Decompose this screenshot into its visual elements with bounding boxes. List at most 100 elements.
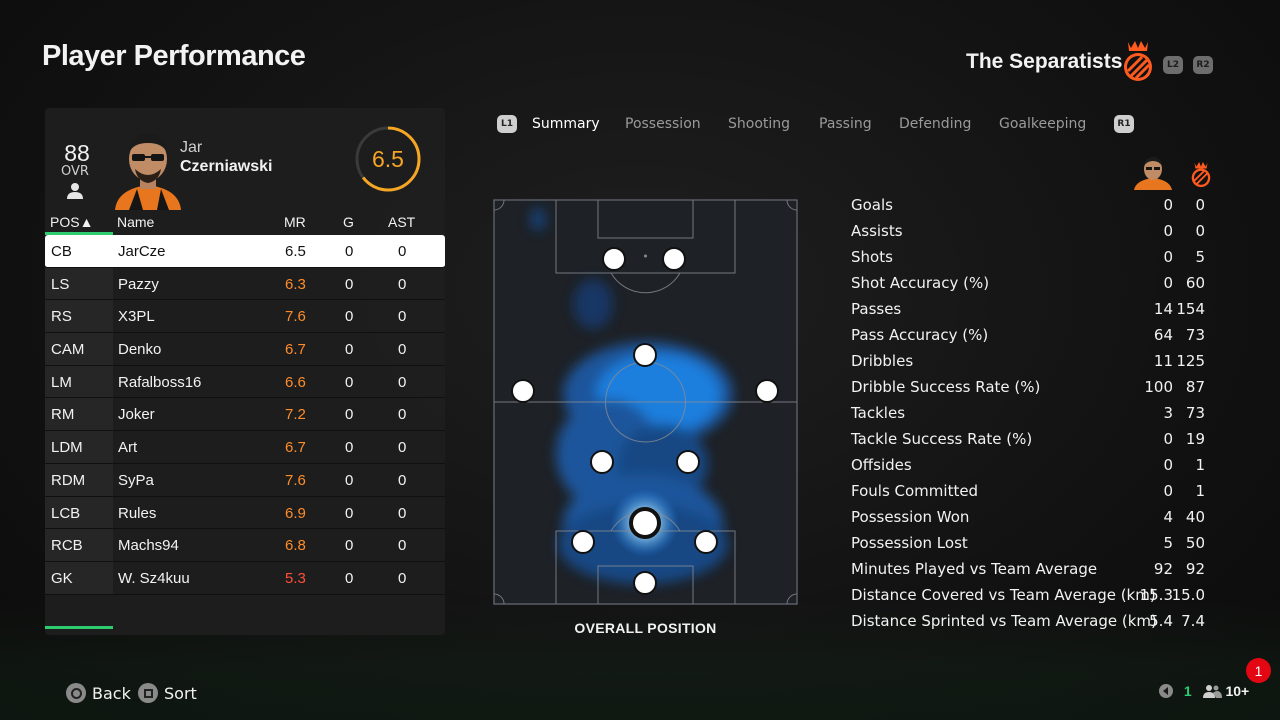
row-match-rating: 6.7 <box>285 341 306 359</box>
player-list-panel: 88 OVR Jar Czerniawski 6.5 POS▲ Name <box>45 108 445 635</box>
stat-team-value: 40 <box>1185 508 1205 526</box>
row-position: RCB <box>51 537 83 555</box>
header-g[interactable]: G <box>343 214 354 230</box>
table-header: POS▲ Name MR G AST <box>45 212 445 234</box>
player-header: 88 OVR Jar Czerniawski 6.5 <box>45 108 445 210</box>
position-cell-bg <box>45 561 113 594</box>
stat-row: Fouls Committed 0 1 <box>851 480 1211 506</box>
table-row[interactable]: CB JarCze 6.5 0 0 <box>45 235 445 268</box>
row-name: Rules <box>118 504 157 522</box>
stat-label: Passes <box>851 300 902 318</box>
row-match-rating: 6.8 <box>285 537 306 555</box>
friends-icon <box>1202 685 1222 698</box>
row-name: X3PL <box>118 308 155 326</box>
stats-list: Goals 0 0 Assists 0 0 Shots 0 5 Shot Accuracy (%)… <box>851 194 1211 636</box>
row-goals: 0 <box>345 439 354 457</box>
tab-defending[interactable]: Defending <box>899 116 972 132</box>
stat-label: Shots <box>851 248 893 266</box>
tab-possession[interactable]: Possession <box>625 116 701 132</box>
row-assists: 0 <box>398 471 407 489</box>
row-name: Joker <box>118 406 155 424</box>
stat-team-value: 87 <box>1185 378 1205 396</box>
table-row[interactable]: LM Rafalboss16 6.6 0 0 <box>45 365 445 399</box>
stat-label: Pass Accuracy (%) <box>851 326 989 344</box>
position-heatmap <box>493 199 798 605</box>
row-match-rating: 5.3 <box>285 569 306 587</box>
l1-button-icon[interactable]: L1 <box>497 115 517 133</box>
stat-label: Dribbles <box>851 352 914 370</box>
speaker-icon <box>1159 684 1173 698</box>
header-ast[interactable]: AST <box>388 214 416 230</box>
row-match-rating: 7.6 <box>285 308 306 326</box>
back-control[interactable]: Back <box>66 683 131 703</box>
player-ovr-label: OVR <box>61 164 89 179</box>
stat-player-value: 64 <box>1153 326 1173 344</box>
tab-passing[interactable]: Passing <box>819 116 872 132</box>
stat-player-value: 100 <box>1144 378 1173 396</box>
stat-player-value: 0 <box>1163 196 1173 214</box>
notification-badge[interactable]: 1 <box>1246 658 1271 683</box>
position-cell-bg <box>45 431 113 463</box>
stat-player-value: 92 <box>1153 560 1173 578</box>
stat-team-value: 5 <box>1195 248 1205 266</box>
stat-row: Assists 0 0 <box>851 220 1211 246</box>
r2-button-icon[interactable]: R2 <box>1193 56 1213 74</box>
tab-summary[interactable]: Summary <box>532 116 600 132</box>
tab-goalkeeping[interactable]: Goalkeeping <box>999 116 1087 132</box>
player-portrait <box>115 133 181 210</box>
stat-label: Possession Won <box>851 508 970 526</box>
table-row[interactable]: CAM Denko 6.7 0 0 <box>45 333 445 366</box>
row-assists: 0 <box>398 275 407 293</box>
row-match-rating: 6.5 <box>285 243 306 260</box>
header-mr[interactable]: MR <box>284 214 306 230</box>
table-row[interactable]: GK W. Sz4kuu 5.3 0 0 <box>45 561 445 595</box>
stat-team-value: 0 <box>1195 196 1205 214</box>
table-row[interactable]: RS X3PL 7.6 0 0 <box>45 300 445 334</box>
header-name[interactable]: Name <box>117 214 155 230</box>
row-name: Rafalboss16 <box>118 373 202 391</box>
player-table: CB JarCze 6.5 0 0 LS Pazzy 6.3 0 0 RS X3PL 7.6 0 0 CAM D… <box>45 235 445 595</box>
player-ovr: 88 <box>64 140 90 166</box>
stat-row: Distance Covered vs Team Average (km) 15.… <box>851 584 1211 610</box>
header-pos[interactable]: POS▲ <box>50 214 94 230</box>
sort-indicator <box>45 232 113 235</box>
row-assists: 0 <box>398 569 407 587</box>
sort-control[interactable]: Sort <box>138 683 197 703</box>
sort-label: Sort <box>164 683 197 703</box>
row-goals: 0 <box>345 569 354 587</box>
table-row[interactable]: RCB Machs94 6.8 0 0 <box>45 529 445 562</box>
row-goals: 0 <box>345 406 354 424</box>
table-row[interactable]: LCB Rules 6.9 0 0 <box>45 496 445 530</box>
row-name: Denko <box>118 341 162 359</box>
table-row[interactable]: LS Pazzy 6.3 0 0 <box>45 267 445 301</box>
player-last-name: Czerniawski <box>180 158 273 175</box>
stat-row: Dribbles 11 125 <box>851 350 1211 376</box>
selected-player-marker <box>629 507 661 539</box>
stat-team-value: 154 <box>1176 300 1205 318</box>
row-position: CB <box>51 243 72 260</box>
table-row[interactable]: RM Joker 7.2 0 0 <box>45 398 445 432</box>
l2-button-icon[interactable]: L2 <box>1163 56 1183 74</box>
stat-label: Tackles <box>851 404 906 422</box>
stat-team-value: 19 <box>1185 430 1205 448</box>
r1-button-icon[interactable]: R1 <box>1114 115 1134 133</box>
row-goals: 0 <box>345 243 354 260</box>
stat-row: Shots 0 5 <box>851 246 1211 272</box>
stat-row: Offsides 0 1 <box>851 454 1211 480</box>
square-button-icon <box>138 683 158 703</box>
row-assists: 0 <box>398 537 407 555</box>
stat-team-value: 15.0 <box>1171 586 1205 604</box>
team-crest-icon <box>1124 41 1152 81</box>
stat-label: Possession Lost <box>851 534 968 552</box>
heatmap-zones <box>530 207 733 584</box>
tab-shooting[interactable]: Shooting <box>728 116 791 132</box>
row-goals: 0 <box>345 341 354 359</box>
row-match-rating: 6.7 <box>285 439 306 457</box>
table-row[interactable]: RDM SyPa 7.6 0 0 <box>45 463 445 497</box>
stat-label: Distance Covered vs Team Average (km) <box>851 586 1156 604</box>
row-assists: 0 <box>398 308 407 326</box>
player-first-name: Jar <box>180 139 203 156</box>
scroll-indicator <box>45 626 113 629</box>
table-row[interactable]: LDM Art 6.7 0 0 <box>45 431 445 464</box>
stat-label: Assists <box>851 222 903 240</box>
